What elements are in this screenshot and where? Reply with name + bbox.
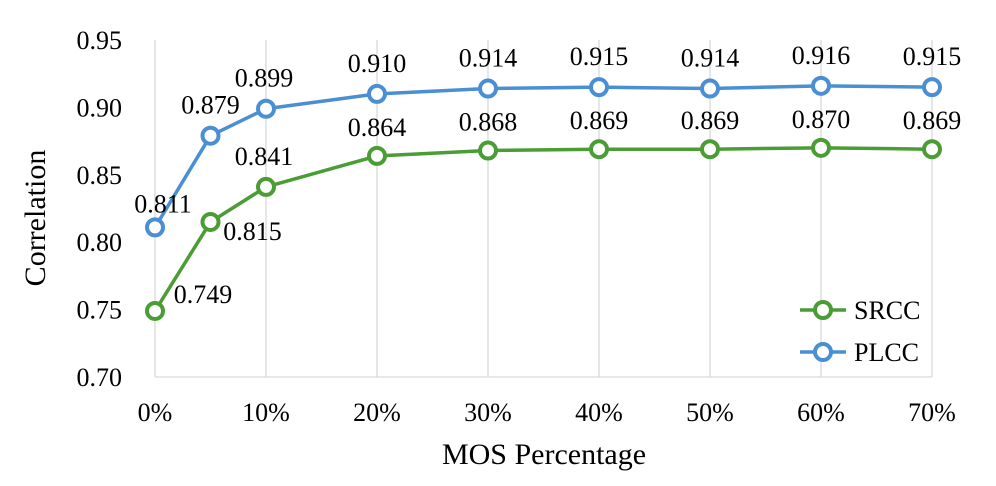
x-tick-label: 30% [464,398,512,427]
data-point-plcc [200,125,221,146]
data-label-plcc: 0.899 [235,64,294,93]
legend-label-plcc: PLCC [854,338,919,367]
data-label-plcc: 0.811 [134,189,192,218]
data-point-plcc [700,78,720,99]
data-label-srcc: 0.815 [223,217,282,246]
data-point-plcc [367,83,387,104]
y-axis-ticks: 0.70 0.75 0.80 0.85 0.90 0.95 [77,26,123,392]
data-label-plcc: 0.910 [348,49,407,78]
legend: SRCC PLCC [800,296,921,367]
data-point-plcc [811,75,831,96]
x-tick-label: 20% [353,398,401,427]
y-axis-title: Correlation [19,150,52,287]
data-label-plcc: 0.879 [181,91,240,120]
data-point-srcc [478,140,498,161]
legend-marker-plcc [813,342,833,362]
y-tick-label: 0.85 [77,161,123,190]
data-point-plcc [478,78,498,99]
x-tick-label: 10% [242,398,290,427]
data-label-plcc: 0.914 [459,44,518,73]
data-point-srcc [700,139,720,160]
legend-marker-srcc [813,300,833,320]
legend-label-srcc: SRCC [854,296,921,325]
series-group [145,75,942,321]
x-tick-label: 50% [686,398,734,427]
data-point-srcc [589,139,609,160]
data-point-plcc [256,98,276,119]
data-label-srcc: 0.749 [174,280,233,309]
data-label-srcc: 0.869 [903,106,962,135]
data-label-plcc: 0.914 [681,44,740,73]
data-point-srcc [811,137,831,158]
data-label-plcc: 0.916 [792,41,851,70]
y-tick-label: 0.80 [77,228,123,257]
x-axis-title: MOS Percentage [442,438,646,471]
y-tick-label: 0.90 [77,93,123,122]
data-label-srcc: 0.870 [792,105,851,134]
y-tick-label: 0.75 [77,296,123,325]
data-labels: 0.749 0.815 0.841 0.864 0.868 0.869 0.869 0.870… [134,41,961,309]
data-label-plcc: 0.915 [570,42,629,71]
x-tick-label: 0% [138,398,173,427]
x-tick-label: 70% [908,398,956,427]
data-point-plcc [589,77,609,98]
data-point-plcc [922,77,942,98]
data-point-srcc [200,211,221,232]
data-label-srcc: 0.841 [235,142,294,171]
data-point-srcc [145,300,165,321]
data-point-srcc [367,145,387,166]
data-label-srcc: 0.864 [348,113,407,142]
x-axis-ticks: 0% 10% 20% 30% 40% 50% 60% 70% [138,398,956,427]
x-tick-label: 60% [797,398,845,427]
y-tick-label: 0.70 [77,363,123,392]
data-label-plcc: 0.915 [903,42,962,71]
data-label-srcc: 0.869 [681,106,740,135]
y-tick-label: 0.95 [77,26,123,55]
data-point-srcc [922,139,942,160]
data-point-plcc [145,217,165,238]
data-label-srcc: 0.868 [459,108,518,137]
data-label-srcc: 0.869 [570,106,629,135]
x-tick-label: 40% [575,398,623,427]
data-point-srcc [256,176,276,197]
